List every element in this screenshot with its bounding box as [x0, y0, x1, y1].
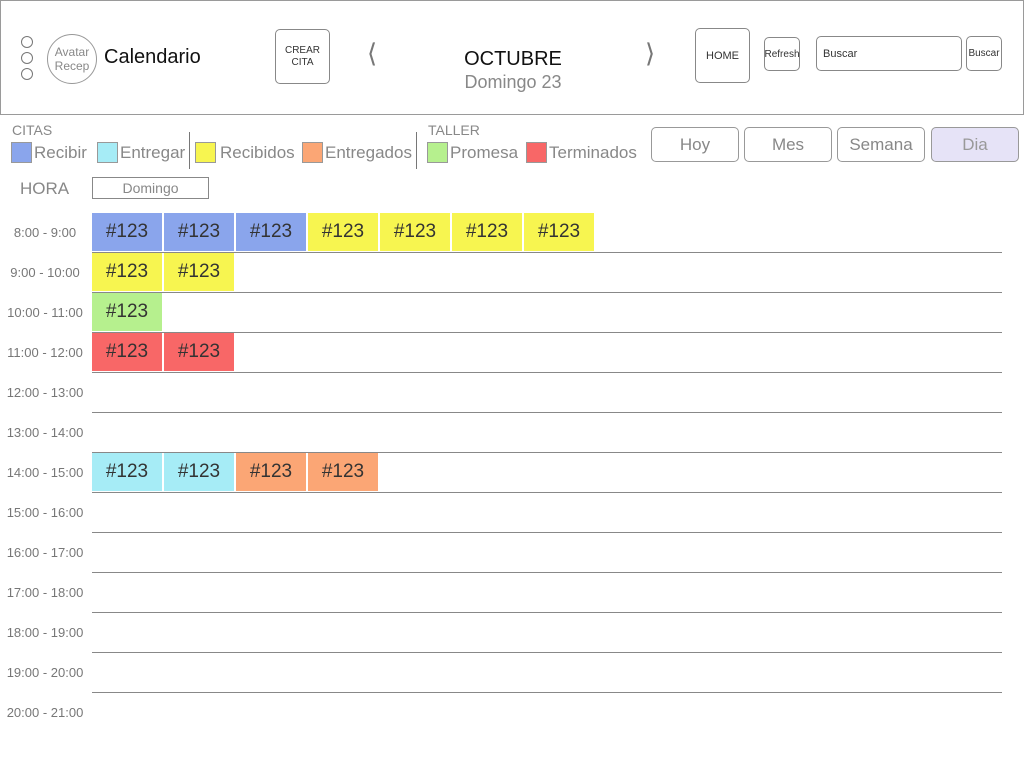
row-divider [92, 692, 1002, 693]
header-bar: Avatar Recep Calendario CREAR CITA ⟨ OCT… [0, 0, 1024, 115]
appointment-block[interactable]: #123 [236, 213, 306, 251]
row-divider [92, 412, 1002, 413]
avatar[interactable]: Avatar Recep [47, 34, 97, 84]
appointment-block[interactable]: #123 [164, 453, 234, 491]
row-divider [92, 532, 1002, 533]
legend-label: Terminados [549, 142, 637, 162]
row-divider [92, 652, 1002, 653]
window-control-dot[interactable] [21, 68, 33, 80]
appointment-block[interactable]: #123 [308, 453, 378, 491]
appointment-block[interactable]: #123 [164, 213, 234, 251]
legend-divider [189, 132, 190, 169]
legend-swatch [97, 142, 118, 163]
time-slot-label: 18:00 - 19:00 [6, 625, 84, 640]
time-slot-label: 8:00 - 9:00 [13, 225, 77, 240]
appointment-block[interactable]: #123 [164, 333, 234, 371]
legend-divider [416, 132, 417, 169]
hour-column-title: HORA [20, 179, 70, 198]
time-slot-label: 15:00 - 16:00 [6, 505, 84, 520]
legend-item-recibir: Recibir [11, 142, 87, 163]
row-divider [92, 452, 1002, 453]
day-subtitle: Domingo 23 [464, 72, 562, 92]
time-slot-label: 17:00 - 18:00 [6, 585, 84, 600]
legend-citas-title: CITAS [12, 122, 53, 138]
appointment-block[interactable]: #123 [380, 213, 450, 251]
appointment-block[interactable]: #123 [92, 253, 162, 291]
row-divider [92, 332, 1002, 333]
chevron-right-icon[interactable]: ⟩ [645, 39, 656, 69]
refresh-button[interactable]: Refresh [764, 37, 800, 71]
legend-taller-title: TALLER [428, 122, 480, 138]
row-divider [92, 372, 1002, 373]
legend-swatch [11, 142, 32, 163]
appointment-block[interactable]: #123 [92, 293, 162, 331]
appointment-block[interactable]: #123 [92, 213, 162, 251]
time-slot-label: 19:00 - 20:00 [6, 665, 84, 680]
legend-label: Recibidos [220, 142, 295, 162]
appointment-block[interactable]: #123 [236, 453, 306, 491]
legend-label: Recibir [34, 142, 87, 162]
legend-swatch [302, 142, 323, 163]
time-slot-label: 11:00 - 12:00 [7, 345, 83, 360]
time-slot-label: 10:00 - 11:00 [7, 305, 83, 320]
month-title: OCTUBRE [464, 48, 562, 70]
time-slot-label: 14:00 - 15:00 [6, 465, 84, 480]
legend-label: Promesa [450, 142, 519, 162]
day-column-header: Domingo [92, 177, 209, 199]
legend-item-terminados: Terminados [526, 142, 637, 163]
view-week-button[interactable]: Semana [837, 127, 925, 162]
row-divider [92, 492, 1002, 493]
time-slot-label: 20:00 - 21:00 [6, 705, 84, 720]
view-month-button[interactable]: Mes [744, 127, 832, 162]
window-controls [21, 36, 33, 84]
row-divider [92, 292, 1002, 293]
window-control-dot[interactable] [21, 36, 33, 48]
legend-swatch [195, 142, 216, 163]
appointment-block[interactable]: #123 [308, 213, 378, 251]
time-slot-label: 16:00 - 17:00 [6, 545, 84, 560]
row-divider [92, 612, 1002, 613]
home-button[interactable]: HOME [695, 28, 750, 83]
time-slot-label: 13:00 - 14:00 [6, 425, 84, 440]
legend-item-entregados: Entregados [302, 142, 412, 163]
time-slot-label: 12:00 - 13:00 [6, 385, 84, 400]
appointment-block[interactable]: #123 [524, 213, 594, 251]
legend-label: Entregar [120, 142, 186, 162]
search-input[interactable]: Buscar [816, 36, 962, 71]
window-control-dot[interactable] [21, 52, 33, 64]
legend-label: Entregados [325, 142, 412, 162]
view-day-button[interactable]: Dia [931, 127, 1019, 162]
app-title: Calendario [104, 46, 201, 68]
view-today-button[interactable]: Hoy [651, 127, 739, 162]
row-divider [92, 252, 1002, 253]
chevron-left-icon[interactable]: ⟨ [367, 39, 378, 69]
appointment-block[interactable]: #123 [452, 213, 522, 251]
row-divider [92, 572, 1002, 573]
legend-item-entregar: Entregar [97, 142, 185, 163]
appointment-block[interactable]: #123 [92, 453, 162, 491]
legend-swatch [427, 142, 448, 163]
appointment-block[interactable]: #123 [164, 253, 234, 291]
create-appointment-button[interactable]: CREAR CITA [275, 29, 330, 84]
legend-swatch [526, 142, 547, 163]
legend-item-recibidos: Recibidos [195, 142, 295, 163]
appointment-block[interactable]: #123 [92, 333, 162, 371]
search-button[interactable]: Buscar [966, 36, 1002, 71]
legend-item-promesa: Promesa [427, 142, 518, 163]
time-slot-label: 9:00 - 10:00 [10, 265, 80, 280]
